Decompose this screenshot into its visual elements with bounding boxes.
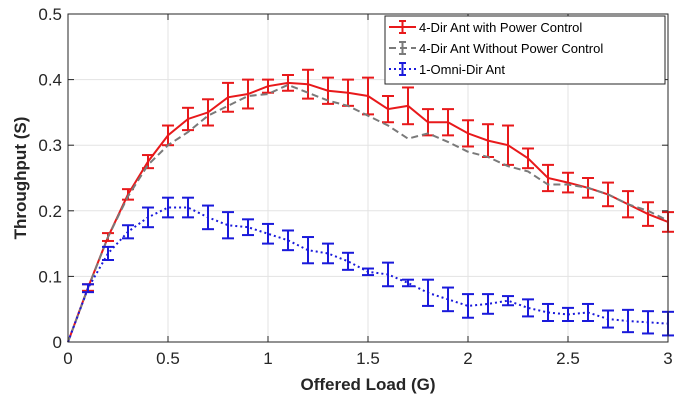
y-axis-title: Throughput (S) xyxy=(11,117,30,240)
error-bar xyxy=(222,211,234,240)
x-tick-label: 0 xyxy=(63,349,72,368)
legend-box xyxy=(384,15,666,85)
y-tick-label: 0.3 xyxy=(38,136,62,155)
series-3 xyxy=(67,196,674,343)
series-line xyxy=(67,83,669,343)
error-bar xyxy=(562,306,574,323)
error-bar xyxy=(302,68,314,100)
error-bar xyxy=(482,293,494,315)
legend-item: 4-Dir Ant with Power Control xyxy=(389,20,582,35)
error-bar xyxy=(302,236,314,265)
error-bar xyxy=(242,218,254,237)
error-bar xyxy=(322,76,334,105)
x-tick-label: 2.5 xyxy=(556,349,580,368)
y-tick-label: 0.1 xyxy=(38,267,62,286)
x-axis-title: Offered Load (G) xyxy=(300,375,435,394)
y-tick-label: 0 xyxy=(53,333,62,352)
error-bar xyxy=(142,154,154,170)
legend-item: 4-Dir Ant Without Power Control xyxy=(389,41,603,56)
error-bar xyxy=(642,310,654,335)
error-bar xyxy=(322,242,334,265)
legend-label: 4-Dir Ant Without Power Control xyxy=(419,41,603,56)
error-bar xyxy=(402,278,414,288)
error-bar xyxy=(342,251,354,271)
error-bar xyxy=(542,302,554,323)
error-bar xyxy=(582,302,594,323)
error-bar xyxy=(382,95,394,124)
x-tick-label: 1.5 xyxy=(356,349,380,368)
error-bar xyxy=(162,196,174,219)
error-bar xyxy=(182,196,194,219)
error-bar xyxy=(642,201,654,227)
error-bar xyxy=(122,224,134,240)
error-bar xyxy=(462,293,474,319)
error-bar xyxy=(242,78,254,110)
error-bar xyxy=(422,278,434,307)
x-tick-label: 1 xyxy=(263,349,272,368)
legend-label: 4-Dir Ant with Power Control xyxy=(419,20,582,35)
x-tick-label: 0.5 xyxy=(156,349,180,368)
error-bar xyxy=(82,283,94,294)
error-bar xyxy=(182,106,194,132)
error-bar xyxy=(522,298,534,318)
error-bar xyxy=(202,204,214,231)
error-bar xyxy=(442,108,454,137)
x-tick-label: 2 xyxy=(463,349,472,368)
x-tick-label: 3 xyxy=(663,349,672,368)
error-bar xyxy=(562,171,574,194)
error-bar xyxy=(522,147,534,170)
legend-item: 1-Omni-Dir Ant xyxy=(389,62,505,77)
axis-ticks: 0 0.5 1 1.5 2 2.5 3 0 0.1 0.2 0.3 0.4 0.5 xyxy=(38,5,672,368)
y-tick-label: 0.2 xyxy=(38,202,62,221)
error-bar xyxy=(382,261,394,288)
error-bar xyxy=(282,74,294,92)
error-bar xyxy=(602,309,614,329)
error-bar xyxy=(102,245,114,261)
error-bar xyxy=(282,229,294,252)
error-bar xyxy=(222,81,234,113)
legend: 4-Dir Ant with Power Control 4-Dir Ant Wi… xyxy=(384,15,666,85)
series-2 xyxy=(67,83,669,343)
error-bar xyxy=(542,163,554,193)
legend-label: 1-Omni-Dir Ant xyxy=(419,62,505,77)
error-bar xyxy=(262,222,274,245)
error-bar xyxy=(202,98,214,127)
error-bar xyxy=(362,267,374,277)
error-bar xyxy=(442,286,454,313)
y-tick-label: 0.5 xyxy=(38,5,62,24)
series-layer xyxy=(67,68,674,343)
error-bar xyxy=(402,86,414,126)
error-bar xyxy=(622,308,634,334)
error-bar xyxy=(142,206,154,229)
error-bar xyxy=(462,119,474,148)
error-bar xyxy=(502,295,514,307)
y-tick-label: 0.4 xyxy=(38,71,62,90)
